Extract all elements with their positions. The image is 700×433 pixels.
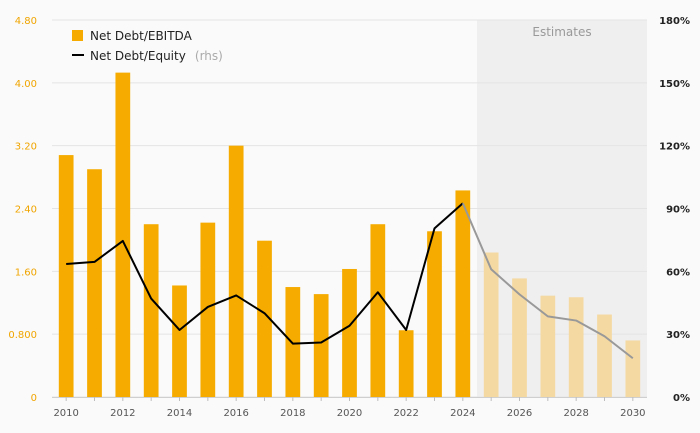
left-tick-label: 2.40 xyxy=(15,205,37,216)
bar-2026 xyxy=(512,278,527,397)
line-series xyxy=(66,202,634,360)
bar-2023 xyxy=(427,231,442,397)
right-tick-label: 90% xyxy=(666,205,690,216)
left-tick-label: 4.80 xyxy=(15,16,37,27)
legend-label-net-debt-ebitda: Net Debt/EBITDA xyxy=(90,29,193,43)
legend-swatch-net-debt-ebitda xyxy=(72,30,83,41)
right-tick-label: 180% xyxy=(659,16,690,27)
right-tick-label: 0% xyxy=(673,393,690,404)
bar-2028 xyxy=(568,297,584,397)
x-tick-label: 2026 xyxy=(507,408,532,419)
bar-2020 xyxy=(342,268,357,397)
left-tick-label: 0 xyxy=(31,393,37,404)
bar-2025 xyxy=(483,252,499,397)
left-tick-label: 4.00 xyxy=(15,79,37,90)
x-tick-label: 2010 xyxy=(53,408,78,419)
bar-2024 xyxy=(455,190,471,397)
legend-label-net-debt-equity: Net Debt/Equity xyxy=(90,49,186,63)
x-axis: 2010 2012 2014 2016 2018 2020 2022 2024 2026 2028… xyxy=(52,397,647,419)
legend: Net Debt/EBITDA Net Debt/Equity (rhs) xyxy=(72,29,223,64)
legend-entry-net-debt-equity: Net Debt/Equity (rhs) xyxy=(90,45,223,64)
right-tick-label: 150% xyxy=(659,79,690,90)
right-tick-label: 120% xyxy=(659,142,690,153)
x-tick-label: 2016 xyxy=(223,408,248,419)
right-tick-label: 60% xyxy=(666,267,690,278)
bar-2017 xyxy=(257,240,272,397)
bar-2010 xyxy=(58,155,74,397)
bar-2021 xyxy=(370,224,386,397)
x-tick-label: 2012 xyxy=(110,408,135,419)
bar-2016 xyxy=(228,145,244,397)
right-tick-label: 30% xyxy=(666,330,690,341)
estimates-label: Estimates xyxy=(532,25,591,39)
bar-2018 xyxy=(285,287,301,397)
bar-2029 xyxy=(597,314,612,397)
line-net-debt-equity-estimate xyxy=(461,202,634,360)
bar-2030 xyxy=(625,340,641,397)
x-tick-label: 2030 xyxy=(620,408,645,419)
x-tick-label: 2018 xyxy=(280,408,305,419)
left-tick-label: 3.20 xyxy=(15,142,37,153)
x-tick-label: 2014 xyxy=(167,408,192,419)
x-tick-label: 2024 xyxy=(450,408,475,419)
left-tick-label: 1.60 xyxy=(15,267,37,278)
line-net-debt-equity-actual xyxy=(66,202,464,345)
bar-2022 xyxy=(398,330,414,397)
bar-2027 xyxy=(540,295,556,397)
x-tick-label: 2022 xyxy=(393,408,418,419)
bar-2011 xyxy=(87,169,102,397)
x-tick-label: 2028 xyxy=(563,408,588,419)
bar-2014 xyxy=(172,285,187,397)
bar-2019 xyxy=(313,294,329,397)
x-tick-label: 2020 xyxy=(337,408,362,419)
left-tick-label: 0.800 xyxy=(8,330,37,341)
right-axis: 0% 30% 60% 90% 120% 150% 180% xyxy=(659,16,690,404)
left-axis: 0 0.800 1.60 2.40 3.20 4.00 4.80 xyxy=(8,16,37,404)
bar-2015 xyxy=(200,222,216,397)
bar-2012 xyxy=(115,72,131,397)
bar-2013 xyxy=(143,224,159,397)
legend-label-rhs: (rhs) xyxy=(195,49,223,63)
